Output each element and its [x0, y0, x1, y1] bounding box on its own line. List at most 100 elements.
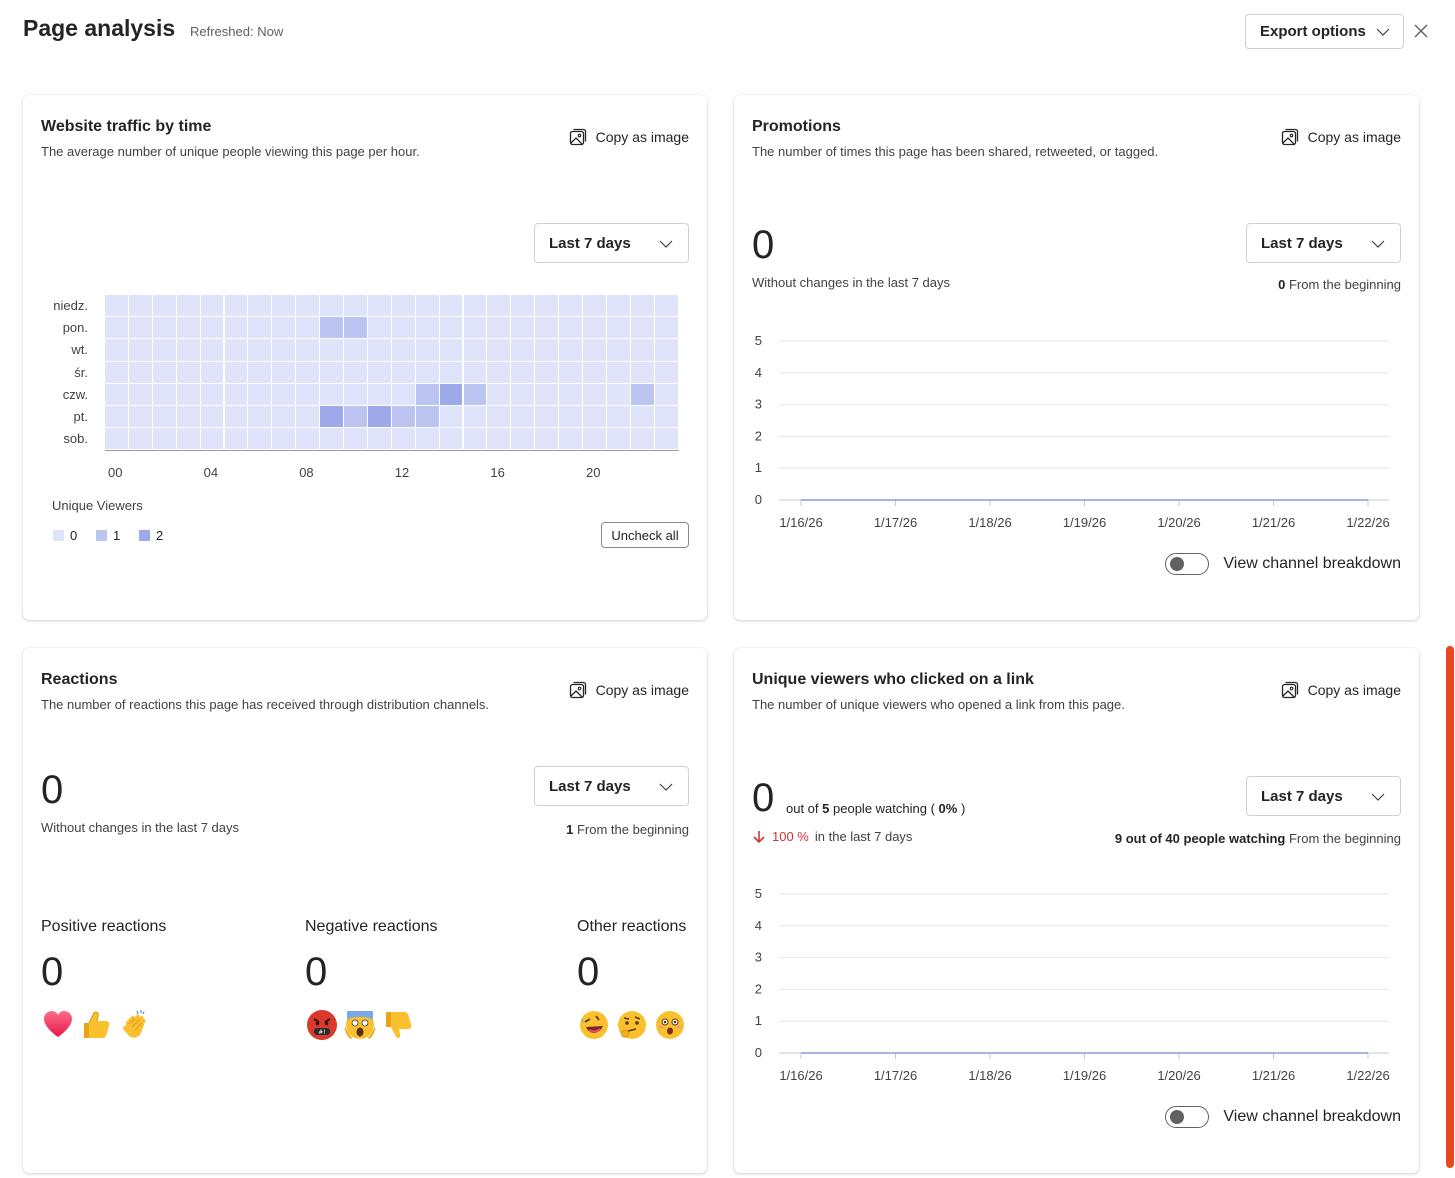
- heatmap-cell[interactable]: [583, 428, 606, 450]
- heatmap-cell[interactable]: [367, 339, 391, 361]
- heatmap-cell[interactable]: [367, 361, 391, 383]
- heatmap-cell[interactable]: [344, 428, 367, 450]
- legend-item-1[interactable]: 1: [96, 528, 120, 543]
- heatmap-cell[interactable]: [463, 406, 487, 428]
- heatmap-cell[interactable]: [535, 383, 559, 405]
- heatmap-cell[interactable]: [583, 383, 606, 405]
- heatmap-cell[interactable]: [344, 295, 367, 317]
- heatmap-cell[interactable]: [200, 361, 224, 383]
- heatmap-cell[interactable]: [105, 428, 128, 450]
- heatmap-cell[interactable]: [344, 383, 367, 405]
- heatmap-cell[interactable]: [200, 383, 224, 405]
- heatmap-cell[interactable]: [248, 339, 272, 361]
- heatmap-cell[interactable]: [248, 361, 272, 383]
- heatmap-cell[interactable]: [176, 339, 200, 361]
- heatmap-cell[interactable]: [367, 383, 391, 405]
- heatmap-cell[interactable]: [583, 317, 606, 339]
- promotions-channel-toggle[interactable]: View channel breakdown: [1165, 553, 1401, 575]
- heatmap-cell[interactable]: [320, 428, 343, 450]
- heatmap-cell[interactable]: [535, 317, 559, 339]
- heatmap-cell[interactable]: [320, 361, 343, 383]
- heatmap-cell[interactable]: [559, 361, 582, 383]
- heatmap-cell[interactable]: [176, 406, 200, 428]
- heatmap-cell[interactable]: [415, 361, 439, 383]
- heatmap-cell[interactable]: [128, 406, 152, 428]
- heatmap-cell[interactable]: [463, 383, 487, 405]
- heatmap-cell[interactable]: [224, 383, 248, 405]
- heatmap-cell[interactable]: [224, 406, 248, 428]
- heatmap-cell[interactable]: [128, 383, 152, 405]
- heatmap-cell[interactable]: [128, 317, 152, 339]
- heatmap-cell[interactable]: [511, 406, 535, 428]
- heatmap-cell[interactable]: [583, 339, 606, 361]
- heatmap-cell[interactable]: [391, 361, 415, 383]
- heatmap-cell[interactable]: [654, 317, 678, 339]
- heatmap-cell[interactable]: [415, 295, 439, 317]
- heatmap-cell[interactable]: [606, 383, 630, 405]
- heatmap-cell[interactable]: [344, 361, 367, 383]
- heatmap-cell[interactable]: [224, 295, 248, 317]
- heatmap-cell[interactable]: [487, 295, 511, 317]
- heatmap-cell[interactable]: [559, 383, 582, 405]
- heatmap-cell[interactable]: [487, 361, 511, 383]
- heatmap-cell[interactable]: [248, 295, 272, 317]
- heatmap-cell[interactable]: [391, 295, 415, 317]
- heatmap-cell[interactable]: [630, 383, 654, 405]
- heatmap-cell[interactable]: [248, 317, 272, 339]
- heatmap-cell[interactable]: [463, 317, 487, 339]
- heatmap-cell[interactable]: [559, 406, 582, 428]
- heatmap-cell[interactable]: [128, 339, 152, 361]
- heatmap-cell[interactable]: [439, 339, 463, 361]
- heatmap-cell[interactable]: [415, 428, 439, 450]
- heatmap-cell[interactable]: [152, 383, 176, 405]
- heatmap-cell[interactable]: [105, 406, 128, 428]
- heatmap-cell[interactable]: [654, 361, 678, 383]
- heatmap-cell[interactable]: [320, 383, 343, 405]
- reactions-copy-image-button[interactable]: Copy as image: [568, 680, 689, 700]
- heatmap-cell[interactable]: [152, 339, 176, 361]
- scrollbar[interactable]: [1446, 646, 1454, 1168]
- heatmap-cell[interactable]: [654, 428, 678, 450]
- heatmap-cell[interactable]: [272, 339, 296, 361]
- heatmap-cell[interactable]: [272, 361, 296, 383]
- heatmap-cell[interactable]: [296, 361, 320, 383]
- heatmap-cell[interactable]: [272, 383, 296, 405]
- heatmap-cell[interactable]: [200, 317, 224, 339]
- heatmap-cell[interactable]: [344, 317, 367, 339]
- heatmap-cell[interactable]: [296, 428, 320, 450]
- link-clicks-channel-toggle[interactable]: View channel breakdown: [1165, 1106, 1401, 1128]
- heatmap-cell[interactable]: [511, 428, 535, 450]
- heatmap-cell[interactable]: [511, 383, 535, 405]
- heatmap-cell[interactable]: [606, 406, 630, 428]
- link-clicks-range-dropdown[interactable]: Last 7 days: [1246, 776, 1401, 816]
- heatmap-cell[interactable]: [128, 361, 152, 383]
- heatmap-cell[interactable]: [200, 295, 224, 317]
- heatmap-cell[interactable]: [391, 317, 415, 339]
- heatmap-cell[interactable]: [152, 428, 176, 450]
- promotions-range-dropdown[interactable]: Last 7 days: [1246, 223, 1401, 263]
- heatmap-cell[interactable]: [606, 339, 630, 361]
- heatmap-cell[interactable]: [463, 339, 487, 361]
- heatmap-cell[interactable]: [606, 317, 630, 339]
- heatmap-cell[interactable]: [272, 295, 296, 317]
- heatmap-cell[interactable]: [272, 317, 296, 339]
- heatmap-cell[interactable]: [367, 317, 391, 339]
- heatmap-cell[interactable]: [200, 428, 224, 450]
- heatmap-cell[interactable]: [272, 406, 296, 428]
- heatmap-cell[interactable]: [176, 317, 200, 339]
- traffic-range-dropdown[interactable]: Last 7 days: [534, 223, 689, 263]
- heatmap-cell[interactable]: [487, 339, 511, 361]
- heatmap-cell[interactable]: [535, 295, 559, 317]
- heatmap-cell[interactable]: [320, 339, 343, 361]
- heatmap-cell[interactable]: [320, 406, 343, 428]
- heatmap-cell[interactable]: [606, 361, 630, 383]
- heatmap-cell[interactable]: [439, 428, 463, 450]
- heatmap-cell[interactable]: [224, 428, 248, 450]
- export-options-button[interactable]: Export options: [1245, 14, 1404, 49]
- heatmap-cell[interactable]: [559, 428, 582, 450]
- heatmap-cell[interactable]: [128, 295, 152, 317]
- heatmap-cell[interactable]: [511, 317, 535, 339]
- heatmap-cell[interactable]: [487, 406, 511, 428]
- heatmap-cell[interactable]: [583, 361, 606, 383]
- heatmap-cell[interactable]: [105, 295, 128, 317]
